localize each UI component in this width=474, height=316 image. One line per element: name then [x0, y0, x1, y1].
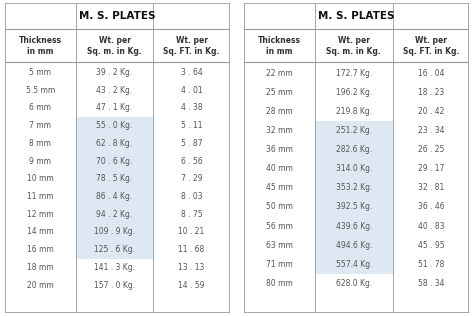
Text: 109 . 9 Kg.: 109 . 9 Kg. [94, 228, 135, 236]
Text: 43 . 2 Kg.: 43 . 2 Kg. [96, 86, 133, 94]
Text: 5 . 87: 5 . 87 [181, 139, 202, 148]
Text: 3 . 64: 3 . 64 [181, 68, 202, 77]
Text: 16 . 04: 16 . 04 [418, 69, 444, 78]
Bar [315, 178, 392, 197]
Text: M. S. PLATES: M. S. PLATES [79, 11, 155, 21]
Text: 22 mm: 22 mm [266, 69, 293, 78]
Text: Wt. per
Sq. FT. in Kg.: Wt. per Sq. FT. in Kg. [403, 36, 459, 56]
Bar [76, 117, 153, 135]
Text: 494.6 Kg.: 494.6 Kg. [336, 240, 372, 250]
Text: 12 mm: 12 mm [27, 210, 54, 219]
Text: Thickness
in mm: Thickness in mm [258, 36, 301, 56]
Text: 29 . 17: 29 . 17 [418, 164, 444, 173]
Text: 86 . 4 Kg.: 86 . 4 Kg. [96, 192, 133, 201]
Text: 141 . 3 Kg.: 141 . 3 Kg. [94, 263, 135, 272]
Text: 16 mm: 16 mm [27, 245, 54, 254]
Text: 23 . 34: 23 . 34 [418, 126, 444, 135]
Text: 18 mm: 18 mm [27, 263, 54, 272]
Text: 50 mm: 50 mm [266, 202, 293, 211]
Text: Wt. per
Sq. FT. in Kg.: Wt. per Sq. FT. in Kg. [164, 36, 220, 56]
Bar [315, 255, 392, 274]
Text: 196.2 Kg.: 196.2 Kg. [336, 88, 372, 97]
Text: 13 . 13: 13 . 13 [178, 263, 205, 272]
Text: 20 . 42: 20 . 42 [418, 107, 444, 116]
Text: 63 mm: 63 mm [266, 240, 293, 250]
Bar [315, 197, 392, 216]
Text: 6 . 56: 6 . 56 [181, 156, 202, 166]
Text: 18 . 23: 18 . 23 [418, 88, 444, 97]
Text: 4 . 38: 4 . 38 [181, 103, 202, 112]
Text: 32 . 81: 32 . 81 [418, 183, 444, 192]
Text: 28 mm: 28 mm [266, 107, 293, 116]
Text: Thickness
in mm: Thickness in mm [18, 36, 62, 56]
Text: 70 . 6 Kg.: 70 . 6 Kg. [96, 156, 133, 166]
Text: 8 mm: 8 mm [29, 139, 51, 148]
Text: 219.8 Kg.: 219.8 Kg. [336, 107, 372, 116]
Text: 45 mm: 45 mm [266, 183, 293, 192]
Bar [315, 235, 392, 255]
Bar [76, 135, 153, 152]
Text: 40 . 83: 40 . 83 [418, 222, 444, 230]
Text: 7 mm: 7 mm [29, 121, 51, 130]
Text: 157 . 0 Kg.: 157 . 0 Kg. [94, 281, 135, 290]
Text: 36 mm: 36 mm [266, 145, 293, 154]
Text: 94 . 2 Kg.: 94 . 2 Kg. [96, 210, 133, 219]
Text: 14 mm: 14 mm [27, 228, 54, 236]
Text: Wt. per
Sq. m. in Kg.: Wt. per Sq. m. in Kg. [327, 36, 381, 56]
Text: 439.6 Kg.: 439.6 Kg. [336, 222, 372, 230]
Text: 5 mm: 5 mm [29, 68, 51, 77]
Text: 9 mm: 9 mm [29, 156, 51, 166]
Text: 314.0 Kg.: 314.0 Kg. [336, 164, 372, 173]
Text: 26 . 25: 26 . 25 [418, 145, 444, 154]
Text: 11 . 68: 11 . 68 [179, 245, 205, 254]
Bar [315, 140, 392, 159]
Bar [76, 152, 153, 170]
Text: 58 . 34: 58 . 34 [418, 279, 444, 288]
Text: 25 mm: 25 mm [266, 88, 293, 97]
Bar [76, 170, 153, 188]
Text: M. S. PLATES: M. S. PLATES [319, 11, 395, 21]
Bar [76, 241, 153, 258]
Text: 78 . 5 Kg.: 78 . 5 Kg. [96, 174, 133, 183]
Text: 39 . 2 Kg.: 39 . 2 Kg. [96, 68, 133, 77]
Text: 47 . 1 Kg.: 47 . 1 Kg. [96, 103, 133, 112]
Text: 11 mm: 11 mm [27, 192, 54, 201]
Text: 55 . 0 Kg.: 55 . 0 Kg. [96, 121, 133, 130]
Text: 10 . 21: 10 . 21 [179, 228, 205, 236]
Bar [76, 223, 153, 241]
Bar [76, 188, 153, 205]
Text: 51 . 78: 51 . 78 [418, 260, 444, 269]
Bar [315, 216, 392, 235]
Text: 557.4 Kg.: 557.4 Kg. [336, 260, 372, 269]
Text: 8 . 03: 8 . 03 [181, 192, 202, 201]
Text: 20 mm: 20 mm [27, 281, 54, 290]
Text: 32 mm: 32 mm [266, 126, 293, 135]
Text: 6 mm: 6 mm [29, 103, 51, 112]
Text: 172.7 Kg.: 172.7 Kg. [336, 69, 372, 78]
Bar [315, 159, 392, 178]
Bar [315, 121, 392, 140]
Text: 36 . 46: 36 . 46 [418, 202, 444, 211]
Text: 45 . 95: 45 . 95 [418, 240, 444, 250]
Text: 71 mm: 71 mm [266, 260, 293, 269]
Text: 5.5 mm: 5.5 mm [26, 86, 55, 94]
Bar [76, 205, 153, 223]
Text: 80 mm: 80 mm [266, 279, 293, 288]
Text: 14 . 59: 14 . 59 [178, 281, 205, 290]
Text: Wt. per
Sq. m. in Kg.: Wt. per Sq. m. in Kg. [87, 36, 142, 56]
Text: 628.0 Kg.: 628.0 Kg. [336, 279, 372, 288]
Text: 8 . 75: 8 . 75 [181, 210, 202, 219]
Text: 10 mm: 10 mm [27, 174, 54, 183]
Text: 4 . 01: 4 . 01 [181, 86, 202, 94]
Text: 125 . 6 Kg.: 125 . 6 Kg. [94, 245, 135, 254]
Text: 40 mm: 40 mm [266, 164, 293, 173]
Text: 353.2 Kg.: 353.2 Kg. [336, 183, 372, 192]
Text: 392.5 Kg.: 392.5 Kg. [336, 202, 372, 211]
Text: 251.2 Kg.: 251.2 Kg. [336, 126, 372, 135]
Text: 56 mm: 56 mm [266, 222, 293, 230]
Text: 5 . 11: 5 . 11 [181, 121, 202, 130]
Text: 7 . 29: 7 . 29 [181, 174, 202, 183]
Text: 62 . 8 Kg.: 62 . 8 Kg. [96, 139, 133, 148]
Text: 282.6 Kg.: 282.6 Kg. [336, 145, 372, 154]
